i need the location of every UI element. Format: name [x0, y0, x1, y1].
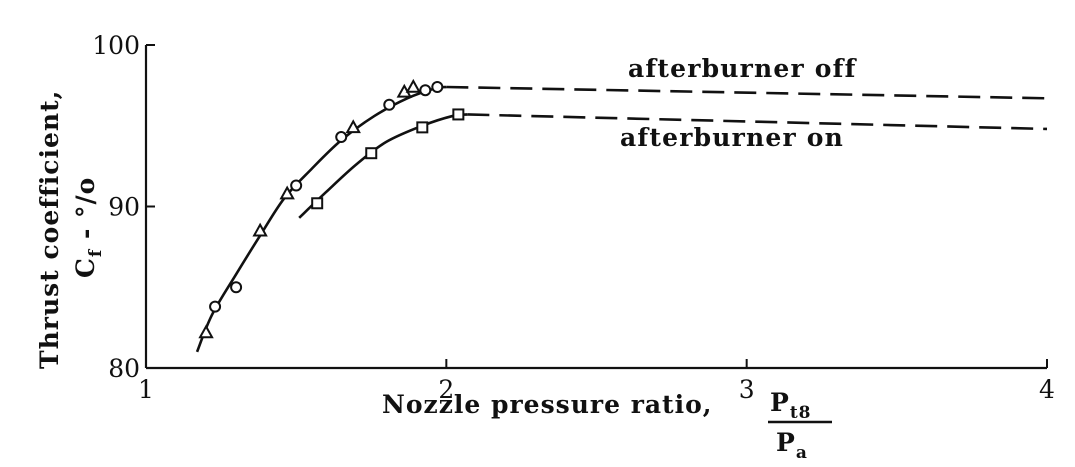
y-axis-title-symbol: Cf - °/o [71, 177, 106, 278]
series-afterburner-off-triangle-point-3 [345, 119, 361, 134]
series-afterburner-off-triangle-point-5 [405, 78, 421, 93]
x-tick-label-3: 3 [739, 375, 755, 404]
series-afterburner-off-circle-point-1 [230, 281, 243, 294]
y-tick-label-100: 100 [92, 31, 140, 60]
ticks: 1 2 3 4 80 90 100 [92, 31, 1055, 404]
y-axis-symbol-subscript: f [86, 248, 106, 257]
x-axis-fraction: Pt8 Pa [768, 388, 832, 463]
series-label-afterburner-on: afterburner on [620, 123, 844, 152]
axes [144, 45, 1047, 370]
svg-text:Cf - °/o: Cf - °/o [71, 177, 106, 278]
series-afterburner-on-square-point-0 [311, 197, 324, 210]
series-afterburner-off-triangle-point-0 [198, 324, 214, 339]
series-afterburner-off-triangle-point-1 [252, 222, 268, 237]
x-fraction-denominator-sub: a [796, 443, 808, 463]
series-afterburner-off-triangle-point-2 [279, 185, 295, 200]
series-afterburner-off-circle-point-3 [335, 131, 348, 144]
series-label-afterburner-off: afterburner off [628, 54, 858, 83]
x-axis-title: Nozzle pressure ratio, [382, 390, 712, 419]
x-fraction-numerator-sub: t8 [790, 403, 812, 423]
series-afterburner-off-circle-point-2 [290, 179, 303, 192]
series-afterburner-on-square-point-1 [365, 147, 378, 160]
x-fraction-denominator: P [776, 428, 796, 457]
series-afterburner-off-dashed-extension [446, 85, 1048, 100]
x-tick-label-1: 1 [138, 375, 154, 404]
y-axis-title: Thrust coefficient, [35, 90, 64, 369]
x-fraction-numerator: P [770, 388, 790, 417]
y-tick-label-90: 90 [108, 193, 140, 222]
y-tick-label-80: 80 [108, 354, 140, 383]
y-axis-title-line1: Thrust coefficient, [35, 90, 64, 369]
y-axis-symbol: C [71, 257, 100, 278]
y-axis-unit: - °/o [71, 177, 100, 249]
series-afterburner-off-circle-point-0 [209, 300, 222, 313]
series-afterburner-off-circle-point-6 [431, 80, 444, 93]
svg-text:Pa: Pa [776, 428, 808, 463]
series-afterburner-on-dashed-extension [467, 113, 1048, 131]
x-tick-label-4: 4 [1039, 375, 1055, 404]
series-afterburner-off-circle-point-4 [383, 98, 396, 111]
series-afterburner-on-square-point-2 [416, 121, 429, 134]
x-tick-label-2: 2 [438, 375, 454, 404]
series-afterburner-on-curve [298, 113, 468, 219]
series-layer [195, 78, 1048, 353]
series-afterburner-off-curve [195, 85, 447, 353]
series-afterburner-off-circle-point-5 [419, 84, 432, 97]
svg-text:Pt8: Pt8 [770, 388, 812, 423]
series-afterburner-on-square-point-3 [452, 108, 465, 121]
